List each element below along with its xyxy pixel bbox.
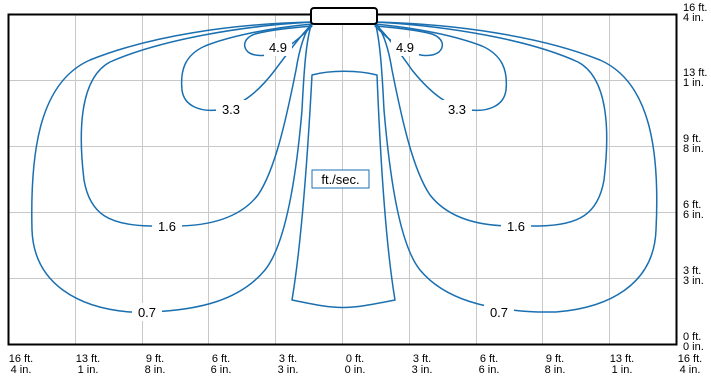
- y-axis-tick-label: 3 ft. 3 in.: [683, 265, 704, 287]
- contour-4.9-left: [243, 25, 313, 57]
- x-axis-tick-label: 3 ft. 3 in.: [412, 353, 433, 376]
- contour-label-4.9-right: 4.9: [396, 40, 414, 55]
- contour-label-4.9-left: 4.9: [269, 40, 287, 55]
- x-axis-tick-label: 6 ft. 6 in.: [211, 353, 232, 376]
- contour-label-3.3-left: 3.3: [222, 102, 240, 117]
- x-axis-tick-label: 6 ft. 6 in.: [479, 353, 500, 376]
- units-label: ft./sec.: [321, 172, 359, 187]
- contour-3.3-right: [374, 23, 508, 112]
- y-axis-labels: 16 ft. 4 in. 13 ft. 1 in. 9 ft. 8 in. 6 ft. 6 i…: [683, 2, 707, 353]
- contour-label-0.7-left: 0.7: [138, 305, 156, 320]
- contour-0.7-right: [374, 21, 658, 313]
- contour-1.6-left: [80, 21, 313, 227]
- contour-0.7-left: [31, 21, 313, 313]
- y-axis-tick-label: 9 ft. 8 in.: [683, 133, 704, 155]
- contour-label-3.3-right: 3.3: [448, 102, 466, 117]
- core-jet-outline: [291, 70, 396, 309]
- x-axis-tick-label: 0 ft. 0 in.: [345, 353, 366, 376]
- x-axis-tick-label: 9 ft. 8 in.: [545, 353, 566, 376]
- y-axis-tick-label: 0 ft. 0 in.: [683, 331, 704, 353]
- air-diffuser: [310, 7, 378, 25]
- x-axis-tick-label: 13 ft. 1 in.: [76, 353, 100, 376]
- contour-label-1.6-right: 1.6: [507, 219, 525, 234]
- x-axis-tick-label: 9 ft. 8 in.: [145, 353, 166, 376]
- x-axis-tick-label: 13 ft. 1 in.: [610, 353, 634, 376]
- y-axis-tick-label: 6 ft. 6 in.: [683, 199, 704, 221]
- units-label-box: [311, 169, 370, 189]
- x-axis-tick-label: 16 ft. 4 in.: [9, 353, 33, 376]
- contour-3.3-left: [180, 23, 313, 112]
- contour-label-1.6-left: 1.6: [158, 219, 176, 234]
- contour-label-0.7-right: 0.7: [490, 305, 508, 320]
- x-axis-tick-label: 3 ft. 3 in.: [278, 353, 299, 376]
- x-axis-labels: 16 ft. 4 in. 13 ft. 1 in. 9 ft. 8 in. 6 ft. 6 i…: [9, 353, 702, 376]
- x-axis-tick-label: 16 ft. 4 in.: [678, 353, 702, 376]
- y-axis-tick-label: 16 ft. 4 in.: [683, 2, 707, 24]
- contour-1.6-right: [374, 21, 608, 227]
- y-axis-tick-label: 13 ft. 1 in.: [683, 67, 707, 89]
